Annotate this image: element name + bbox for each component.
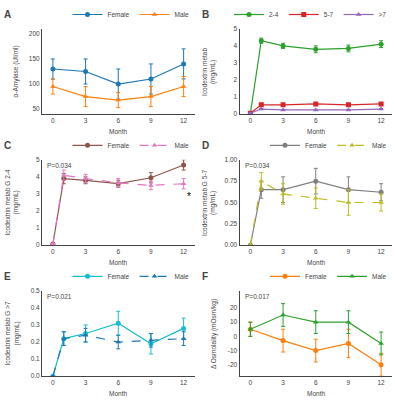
- svg-text:4: 4: [234, 42, 238, 49]
- svg-text:Icodextrin metab G 2-4(mg/mL): Icodextrin metab G 2-4(mg/mL): [4, 169, 20, 235]
- svg-text:5: 5: [36, 156, 40, 163]
- svg-text:0: 0: [51, 117, 55, 124]
- svg-text:0.25: 0.25: [225, 220, 238, 227]
- svg-text:Icodextrin metab G >7(mg/mL): Icodextrin metab G >7(mg/mL): [4, 301, 20, 366]
- svg-text:9: 9: [347, 117, 351, 124]
- svg-text:P=0.034: P=0.034: [47, 162, 72, 169]
- svg-text:Δ Osmolality (mOsm/kg): Δ Osmolality (mOsm/kg): [210, 299, 218, 369]
- svg-text:3: 3: [84, 248, 88, 255]
- svg-text:0.2: 0.2: [31, 338, 40, 345]
- svg-text:5-7: 5-7: [324, 11, 334, 18]
- svg-text:1: 1: [36, 224, 40, 231]
- svg-text:10: 10: [230, 318, 238, 325]
- svg-text:9: 9: [149, 379, 153, 386]
- svg-text:2: 2: [36, 207, 40, 214]
- svg-text:1: 1: [234, 93, 238, 100]
- svg-text:3: 3: [281, 117, 285, 124]
- svg-text:P=0.021: P=0.021: [47, 293, 72, 300]
- svg-text:0.0: 0.0: [31, 372, 40, 379]
- svg-text:Month: Month: [109, 259, 127, 266]
- svg-text:Female: Female: [108, 142, 130, 149]
- svg-text:6: 6: [116, 117, 120, 124]
- svg-text:Icodextrin metab G 5-7(mg/mL): Icodextrin metab G 5-7(mg/mL): [201, 169, 217, 235]
- svg-text:0.3: 0.3: [31, 321, 40, 328]
- svg-text:3: 3: [234, 59, 238, 66]
- svg-text:Male: Male: [175, 11, 189, 18]
- svg-text:Female: Female: [108, 273, 130, 280]
- svg-text:A: A: [4, 9, 11, 20]
- svg-text:0.75: 0.75: [225, 177, 238, 184]
- svg-text:3: 3: [281, 248, 285, 255]
- svg-text:2-4: 2-4: [269, 11, 279, 18]
- svg-text:0: 0: [36, 241, 40, 248]
- svg-text:Male: Male: [175, 273, 189, 280]
- svg-text:100: 100: [29, 80, 40, 87]
- svg-text:12: 12: [180, 379, 188, 386]
- svg-text:Month: Month: [307, 390, 325, 397]
- svg-text:Male: Male: [175, 142, 189, 149]
- svg-text:12: 12: [180, 117, 188, 124]
- svg-text:0: 0: [234, 333, 238, 340]
- svg-text:0: 0: [249, 379, 253, 386]
- svg-text:6: 6: [116, 379, 120, 386]
- svg-text:6: 6: [116, 248, 120, 255]
- svg-text:3: 3: [84, 379, 88, 386]
- svg-text:Month: Month: [307, 259, 325, 266]
- svg-text:0.1: 0.1: [31, 355, 40, 362]
- svg-text:3: 3: [84, 117, 88, 124]
- svg-text:Male: Male: [372, 273, 386, 280]
- svg-text:12: 12: [180, 248, 188, 255]
- svg-text:α-Amylase (UI/ml): α-Amylase (UI/ml): [12, 45, 20, 97]
- svg-text:-10: -10: [228, 347, 238, 354]
- svg-text:Female: Female: [108, 11, 130, 18]
- svg-text:P=0.017: P=0.017: [245, 293, 270, 300]
- svg-text:50: 50: [32, 105, 40, 112]
- svg-text:0.5: 0.5: [31, 287, 40, 294]
- svg-text:C: C: [4, 140, 11, 151]
- svg-text:2: 2: [234, 76, 238, 83]
- svg-text:0: 0: [249, 117, 253, 124]
- svg-text:0.4: 0.4: [31, 304, 40, 311]
- svg-text:B: B: [202, 9, 209, 20]
- svg-text:3: 3: [281, 379, 285, 386]
- svg-text:9: 9: [149, 117, 153, 124]
- svg-text:5: 5: [234, 25, 238, 32]
- svg-text:6: 6: [314, 117, 318, 124]
- svg-text:0.00: 0.00: [225, 241, 238, 248]
- svg-text:12: 12: [377, 248, 385, 255]
- svg-text:Month: Month: [307, 128, 325, 135]
- svg-text:Male: Male: [372, 142, 386, 149]
- svg-text:Female: Female: [305, 142, 327, 149]
- svg-text:0: 0: [234, 110, 238, 117]
- svg-text:E: E: [4, 271, 11, 282]
- svg-text:12: 12: [377, 117, 385, 124]
- svg-text:>7: >7: [379, 11, 387, 18]
- svg-text:Icodextrin metab(mg/mL): Icodextrin metab(mg/mL): [201, 48, 217, 96]
- svg-text:4: 4: [36, 173, 40, 180]
- svg-text:0.50: 0.50: [225, 199, 238, 206]
- svg-text:-20: -20: [228, 361, 238, 368]
- svg-text:D: D: [202, 140, 209, 151]
- svg-text:0: 0: [249, 248, 253, 255]
- svg-text:6: 6: [314, 248, 318, 255]
- svg-text:6: 6: [314, 379, 318, 386]
- svg-text:F: F: [202, 271, 208, 282]
- svg-text:150: 150: [29, 55, 40, 62]
- svg-text:Month: Month: [109, 128, 127, 135]
- svg-text:200: 200: [29, 30, 40, 37]
- svg-text:0: 0: [51, 248, 55, 255]
- svg-text:P=0.034: P=0.034: [245, 162, 270, 169]
- svg-text:20: 20: [230, 304, 238, 311]
- svg-text:0: 0: [51, 379, 55, 386]
- svg-text:9: 9: [347, 248, 351, 255]
- svg-text:Month: Month: [109, 390, 127, 397]
- svg-text:Female: Female: [305, 273, 327, 280]
- svg-text:9: 9: [347, 379, 351, 386]
- svg-text:3: 3: [36, 190, 40, 197]
- svg-text:*: *: [187, 191, 191, 202]
- svg-text:1.00: 1.00: [225, 156, 238, 163]
- svg-text:9: 9: [149, 248, 153, 255]
- svg-text:12: 12: [377, 379, 385, 386]
